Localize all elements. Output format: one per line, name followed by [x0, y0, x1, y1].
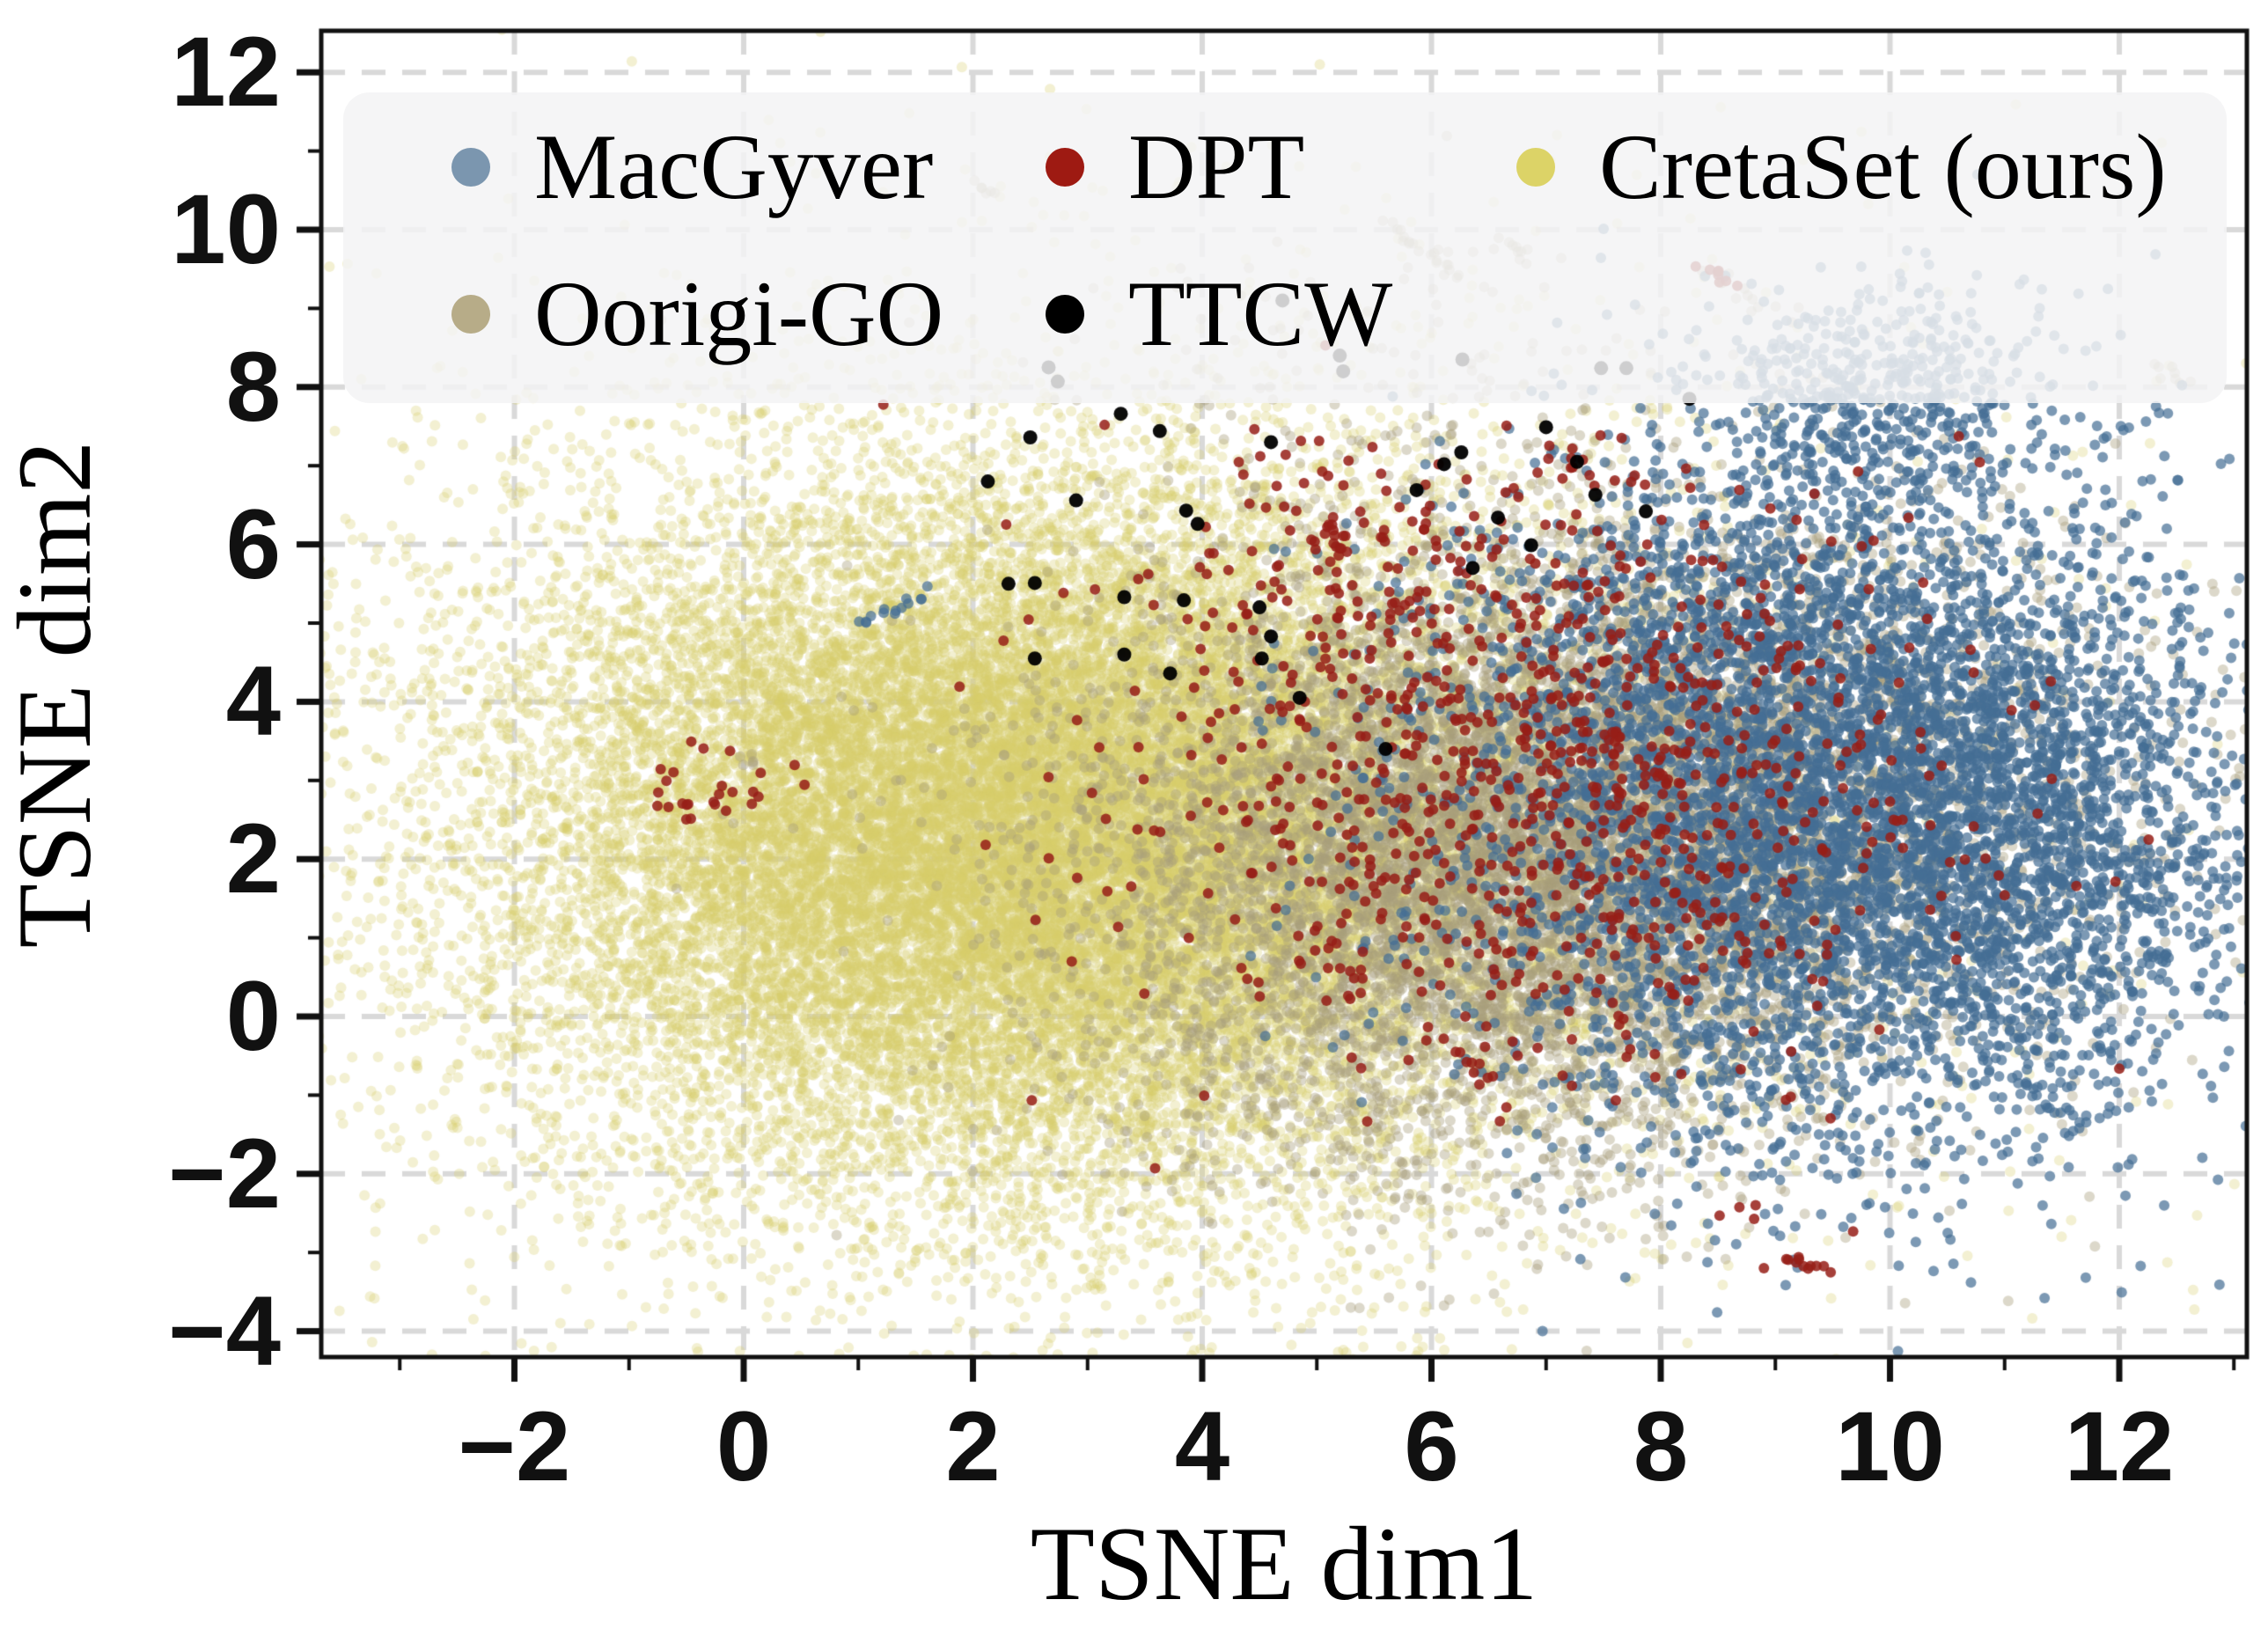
x-tick-label: 2: [945, 1391, 1001, 1501]
legend-label: TTCW: [1128, 262, 1393, 365]
y-tick-label: 12: [171, 17, 281, 128]
legend-item: DPT: [1046, 114, 1304, 220]
y-tick-label: 0: [225, 961, 281, 1071]
y-tick-label: −4: [168, 1275, 281, 1386]
legend-marker-oorigi-go: [451, 295, 490, 334]
y-axis-label: TSNE dim2: [0, 440, 113, 948]
x-tick-label: 12: [2064, 1391, 2175, 1501]
x-tick-label: 0: [716, 1391, 772, 1501]
y-tick-label: −2: [168, 1118, 281, 1229]
legend-item: TTCW: [1046, 261, 1392, 367]
legend-label: DPT: [1128, 115, 1305, 218]
legend-marker-dpt: [1046, 148, 1084, 187]
legend-item: MacGyver: [451, 114, 933, 220]
legend: MacGyver DPT CretaSet (ours) Oorigi-GO TTCW: [343, 92, 2227, 403]
y-tick-label: 2: [225, 803, 281, 914]
x-tick-label: −2: [458, 1391, 571, 1501]
legend-item: Oorigi-GO: [451, 261, 943, 367]
legend-marker-cretaset-ours: [1516, 148, 1555, 187]
x-tick-label: 6: [1404, 1391, 1459, 1501]
legend-label: MacGyver: [534, 115, 934, 218]
legend-label: Oorigi-GO: [534, 262, 944, 365]
x-axis-label: TSNE dim1: [1030, 1505, 1538, 1622]
legend-marker-ttcw: [1046, 295, 1084, 334]
y-tick-label: 4: [225, 646, 281, 757]
legend-label: CretaSet (ours): [1599, 115, 2167, 218]
legend-marker-macgyver: [451, 148, 490, 187]
x-tick-label: 4: [1174, 1391, 1230, 1501]
legend-item: CretaSet (ours): [1516, 114, 2167, 220]
x-tick-label: 8: [1633, 1391, 1689, 1501]
y-tick-label: 8: [225, 331, 281, 442]
x-tick-label: 10: [1835, 1391, 1945, 1501]
y-tick-label: 10: [171, 174, 281, 284]
y-tick-label: 6: [225, 488, 281, 599]
